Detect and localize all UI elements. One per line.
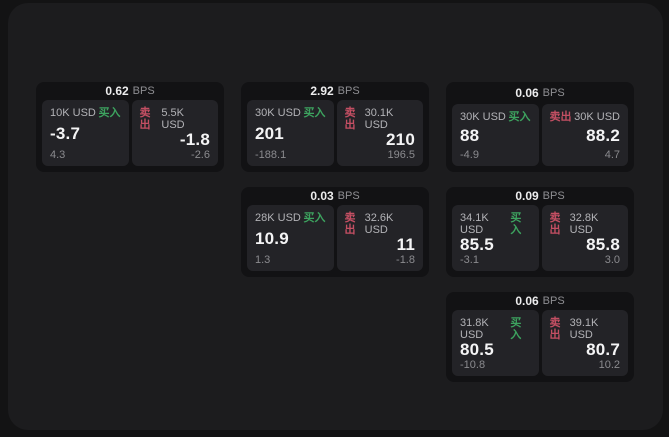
buy-label: 买入 (303, 212, 326, 224)
sell-sub-value: -2.6 (191, 149, 210, 161)
buy-sub-value: 4.3 (50, 149, 66, 161)
buy-tile[interactable]: 30K USD 买入 201 -188.1 (247, 100, 334, 166)
sell-label: 卖出 (344, 212, 356, 236)
buy-size: 31.8K USD (460, 317, 489, 341)
quote-card: 0.06 BPS 31.8K USD 买入 80.5 -10.8 卖出 39.1… (446, 292, 634, 382)
buy-label: 买入 (303, 107, 326, 119)
spread-value: 0.03 (310, 189, 334, 203)
buy-tile[interactable]: 28K USD 买入 10.9 1.3 (247, 205, 334, 271)
quote-tiles: 10K USD 买入 -3.7 4.3 卖出 5.5K USD -1.8 -2.… (36, 100, 224, 172)
buy-label: 买入 (510, 212, 522, 236)
sell-size: 32.8K USD (569, 212, 599, 236)
spread-value: 0.09 (515, 189, 539, 203)
sell-size: 30.1K USD (364, 107, 394, 131)
buy-price: 10.9 (255, 229, 289, 248)
buy-sub-value: -4.9 (460, 149, 479, 161)
sell-price: 80.7 (586, 340, 620, 359)
sell-sub-value: 4.7 (604, 149, 620, 161)
spread-header: 0.06 BPS (446, 82, 634, 104)
buy-label: 买入 (510, 317, 522, 341)
buy-size: 34.1K USD (460, 212, 489, 236)
sell-sub-value: 196.5 (387, 149, 415, 161)
buy-sub-value: -188.1 (255, 149, 287, 161)
sell-price: -1.8 (179, 130, 210, 149)
spread-header: 0.06 BPS (446, 292, 634, 310)
buy-tile[interactable]: 34.1K USD 买入 85.5 -3.1 (452, 205, 539, 271)
buy-size: 30K USD (460, 111, 506, 123)
sell-label: 卖出 (549, 317, 561, 341)
sell-tile[interactable]: 卖出 39.1K USD 80.7 10.2 (541, 310, 628, 376)
quote-card: 2.92 BPS 30K USD 买入 201 -188.1 卖出 30.1K … (241, 82, 429, 172)
sell-tile[interactable]: 卖出 32.6K USD 11 -1.8 (336, 205, 423, 271)
sell-sub-value: 3.0 (604, 254, 620, 266)
buy-sub-value: -10.8 (460, 359, 486, 371)
spread-unit: BPS (542, 295, 565, 307)
sell-sub-value: -1.8 (396, 254, 415, 266)
sell-size: 39.1K USD (569, 317, 599, 341)
quote-card: 0.06 BPS 30K USD 买入 88 -4.9 卖出 30K USD (446, 82, 634, 172)
spread-header: 0.03 BPS (241, 187, 429, 205)
buy-price: 85.5 (460, 235, 494, 254)
quote-card: 0.62 BPS 10K USD 买入 -3.7 4.3 卖出 5.5K USD (36, 82, 224, 172)
spread-unit: BPS (542, 87, 565, 99)
buy-size: 30K USD (255, 107, 301, 119)
buy-price: 80.5 (460, 340, 494, 359)
spread-unit: BPS (337, 190, 360, 202)
quote-card: 0.09 BPS 34.1K USD 买入 85.5 -3.1 卖出 32.8K… (446, 187, 634, 277)
sell-price: 88.2 (586, 126, 620, 145)
buy-label: 买入 (508, 111, 531, 123)
buy-sub-value: -3.1 (460, 254, 479, 266)
sell-size: 32.6K USD (364, 212, 394, 236)
sell-tile[interactable]: 卖出 5.5K USD -1.8 -2.6 (131, 100, 218, 166)
quote-tiles: 31.8K USD 买入 80.5 -10.8 卖出 39.1K USD 80.… (446, 310, 634, 382)
sell-size: 5.5K USD (161, 107, 185, 131)
sell-tile[interactable]: 卖出 30K USD 88.2 4.7 (541, 104, 628, 166)
buy-label: 买入 (98, 107, 121, 119)
spread-unit: BPS (132, 85, 155, 97)
sell-label: 卖出 (344, 107, 356, 131)
buy-tile[interactable]: 30K USD 买入 88 -4.9 (452, 104, 539, 166)
sell-label: 卖出 (549, 212, 561, 236)
sell-label: 卖出 (139, 107, 151, 131)
buy-size: 28K USD (255, 212, 301, 224)
spread-header: 0.62 BPS (36, 82, 224, 100)
buy-price: 201 (255, 124, 284, 143)
sell-tile[interactable]: 卖出 30.1K USD 210 196.5 (336, 100, 423, 166)
quote-tiles: 30K USD 买入 201 -188.1 卖出 30.1K USD 210 1… (241, 100, 429, 172)
spread-header: 2.92 BPS (241, 82, 429, 100)
sell-size: 30K USD (574, 111, 620, 123)
spread-unit: BPS (337, 85, 360, 97)
spread-unit: BPS (542, 190, 565, 202)
sell-label: 卖出 (549, 111, 572, 123)
buy-price: -3.7 (50, 124, 81, 143)
spread-value: 0.06 (515, 294, 539, 308)
spread-value: 2.92 (310, 84, 334, 98)
quotes-panel: 0.62 BPS 10K USD 买入 -3.7 4.3 卖出 5.5K USD (8, 3, 663, 430)
spread-header: 0.09 BPS (446, 187, 634, 205)
buy-sub-value: 1.3 (255, 254, 271, 266)
sell-price: 210 (386, 130, 415, 149)
quote-tiles: 30K USD 买入 88 -4.9 卖出 30K USD 88.2 4.7 (446, 104, 634, 172)
buy-price: 88 (460, 126, 480, 145)
quote-tiles: 28K USD 买入 10.9 1.3 卖出 32.6K USD 11 -1.8 (241, 205, 429, 277)
spread-value: 0.06 (515, 86, 539, 100)
spread-value: 0.62 (105, 84, 129, 98)
sell-price: 85.8 (586, 235, 620, 254)
quote-cards-grid: 0.62 BPS 10K USD 买入 -3.7 4.3 卖出 5.5K USD (36, 82, 634, 382)
sell-sub-value: 10.2 (598, 359, 620, 371)
buy-tile[interactable]: 10K USD 买入 -3.7 4.3 (42, 100, 129, 166)
quote-tiles: 34.1K USD 买入 85.5 -3.1 卖出 32.8K USD 85.8… (446, 205, 634, 277)
quote-card: 0.03 BPS 28K USD 买入 10.9 1.3 卖出 32.6K US… (241, 187, 429, 277)
sell-tile[interactable]: 卖出 32.8K USD 85.8 3.0 (541, 205, 628, 271)
buy-tile[interactable]: 31.8K USD 买入 80.5 -10.8 (452, 310, 539, 376)
buy-size: 10K USD (50, 107, 96, 119)
sell-price: 11 (396, 235, 415, 254)
